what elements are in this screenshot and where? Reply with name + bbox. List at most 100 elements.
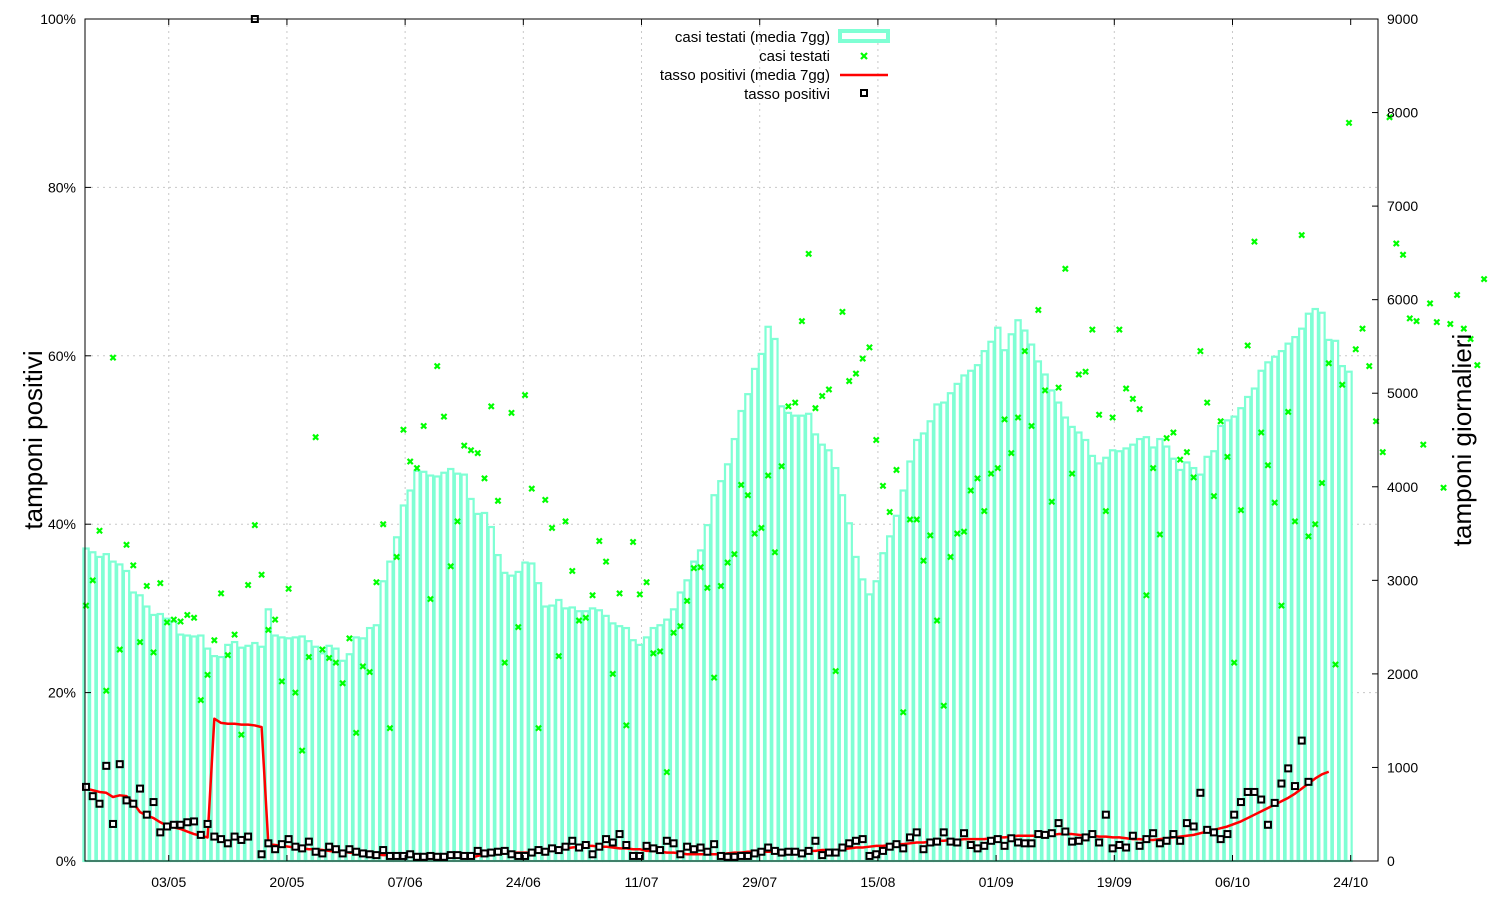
rate-point (190, 817, 199, 826)
case-point (1244, 342, 1252, 349)
y-axis-title: tamponi positivi (18, 350, 48, 529)
bar (122, 569, 131, 863)
rate-point (95, 799, 104, 808)
bar (392, 536, 401, 863)
rate-point (757, 847, 766, 856)
rate-point (1257, 795, 1266, 804)
case-point (1007, 449, 1015, 457)
case-point (751, 530, 759, 537)
case-point (359, 663, 367, 670)
rate-point (878, 846, 887, 855)
rate-point (1270, 798, 1279, 807)
rate-point (764, 843, 773, 852)
case-point (886, 508, 894, 516)
rate-point (453, 851, 462, 860)
rate-point (1297, 736, 1306, 745)
rate-point (1095, 838, 1104, 847)
case-point (1183, 448, 1191, 456)
bar (919, 432, 928, 863)
bars-casi-testati-media (82, 307, 1353, 863)
case-point (528, 485, 536, 493)
case-point (818, 392, 826, 400)
case-point (190, 614, 198, 622)
case-point (758, 524, 765, 532)
case-point (622, 721, 630, 729)
case-point (960, 528, 968, 536)
rate-point (939, 828, 948, 837)
bar (541, 605, 550, 863)
bar (116, 563, 124, 863)
bar (865, 593, 874, 863)
bar (487, 525, 495, 863)
bar (1041, 373, 1049, 863)
rate-point (1074, 836, 1083, 845)
case-point (170, 616, 178, 624)
bar (406, 489, 414, 863)
bar (1142, 436, 1151, 863)
bar (771, 337, 779, 863)
case-point (602, 558, 610, 565)
bar (507, 574, 516, 863)
x-tick-labels: 03/05 20/05 07/06 24/06 11/07 29/07 15/08 01/09… (151, 874, 1368, 890)
case-point (1136, 405, 1144, 413)
rate-point (466, 851, 475, 860)
x-tick-label: 29/07 (742, 874, 777, 890)
rate-point (845, 839, 854, 848)
y-tick-label: 100% (40, 11, 76, 27)
case-point (1129, 395, 1137, 403)
bar (885, 535, 894, 863)
case-point (1278, 602, 1285, 609)
rate-point (129, 799, 138, 808)
case-point (332, 659, 340, 667)
bar (440, 471, 448, 863)
bar (622, 626, 631, 863)
bar (305, 640, 313, 863)
case-point (96, 527, 103, 535)
rate-point (1020, 839, 1029, 848)
rate-point (1007, 834, 1016, 843)
bar (528, 562, 536, 863)
case-point (508, 409, 515, 417)
case-point (1291, 518, 1299, 525)
rate-point (1014, 838, 1023, 847)
rate-point (217, 835, 226, 844)
bar (825, 449, 833, 863)
bar (1014, 319, 1022, 863)
bar (197, 634, 205, 863)
case-point (535, 724, 542, 732)
rate-point (210, 832, 219, 841)
plot-border (84, 18, 1379, 862)
rate-point (1101, 810, 1110, 819)
bar (1021, 329, 1029, 863)
bar (230, 640, 239, 863)
bar (568, 606, 577, 863)
case-point (454, 518, 461, 525)
case-point (778, 462, 786, 470)
case-point (291, 689, 299, 696)
rate-point (824, 848, 833, 857)
bar (1081, 438, 1090, 863)
case-point (346, 634, 353, 642)
bar (474, 512, 482, 863)
bar (224, 643, 232, 863)
rate-point (1176, 836, 1185, 845)
rate-point (993, 835, 1002, 844)
case-point (373, 578, 380, 586)
bar (1095, 462, 1103, 863)
rate-point (284, 835, 293, 844)
rate-point (473, 846, 482, 855)
case-point (1109, 414, 1116, 421)
bar (399, 504, 408, 863)
case-point (703, 584, 711, 592)
case-point (163, 619, 171, 626)
rate-point (385, 851, 394, 860)
rate-point (365, 850, 374, 859)
case-point (406, 458, 414, 465)
bar (95, 555, 104, 863)
rate-point (568, 836, 577, 845)
rate-point (635, 851, 644, 860)
case-point (1386, 113, 1393, 121)
bar (683, 579, 691, 863)
case-point (1163, 434, 1171, 442)
bar (251, 641, 259, 863)
